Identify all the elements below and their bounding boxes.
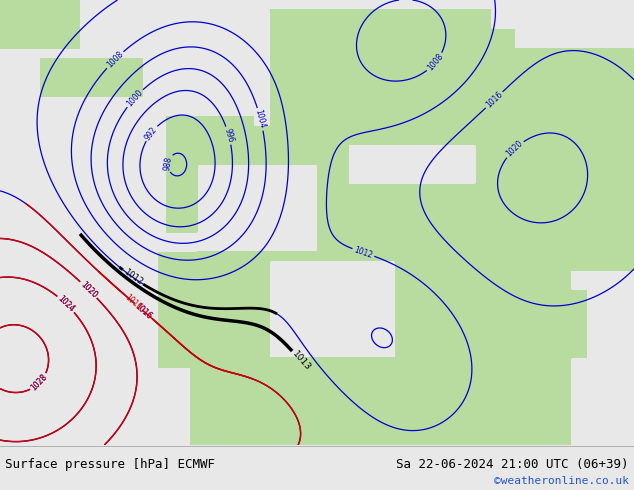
Text: 1016: 1016 bbox=[133, 301, 154, 321]
Text: 988: 988 bbox=[163, 155, 174, 171]
Text: Surface pressure [hPa] ECMWF: Surface pressure [hPa] ECMWF bbox=[5, 459, 215, 471]
Text: 1024: 1024 bbox=[56, 294, 76, 314]
Text: 1024: 1024 bbox=[56, 294, 76, 314]
Text: 1028: 1028 bbox=[30, 372, 49, 392]
Text: 996: 996 bbox=[223, 127, 235, 144]
Text: 1012: 1012 bbox=[122, 268, 144, 287]
Text: 992: 992 bbox=[143, 125, 159, 142]
Text: 1004: 1004 bbox=[254, 109, 267, 130]
Text: 1012: 1012 bbox=[353, 245, 374, 260]
Text: ©weatheronline.co.uk: ©weatheronline.co.uk bbox=[494, 476, 629, 487]
Text: 1020: 1020 bbox=[505, 139, 525, 159]
Text: 1008: 1008 bbox=[105, 50, 125, 70]
Text: 1020: 1020 bbox=[79, 280, 99, 300]
Text: 1028: 1028 bbox=[30, 372, 49, 392]
Text: 1013: 1013 bbox=[290, 349, 312, 373]
Text: Sa 22-06-2024 21:00 UTC (06+39): Sa 22-06-2024 21:00 UTC (06+39) bbox=[396, 459, 629, 471]
Text: 1016: 1016 bbox=[484, 90, 504, 110]
Text: 1016: 1016 bbox=[133, 301, 154, 321]
Text: 1008: 1008 bbox=[425, 52, 445, 73]
Text: 1000: 1000 bbox=[125, 88, 145, 108]
Text: 1020: 1020 bbox=[79, 280, 99, 300]
Text: 1016: 1016 bbox=[123, 293, 144, 312]
